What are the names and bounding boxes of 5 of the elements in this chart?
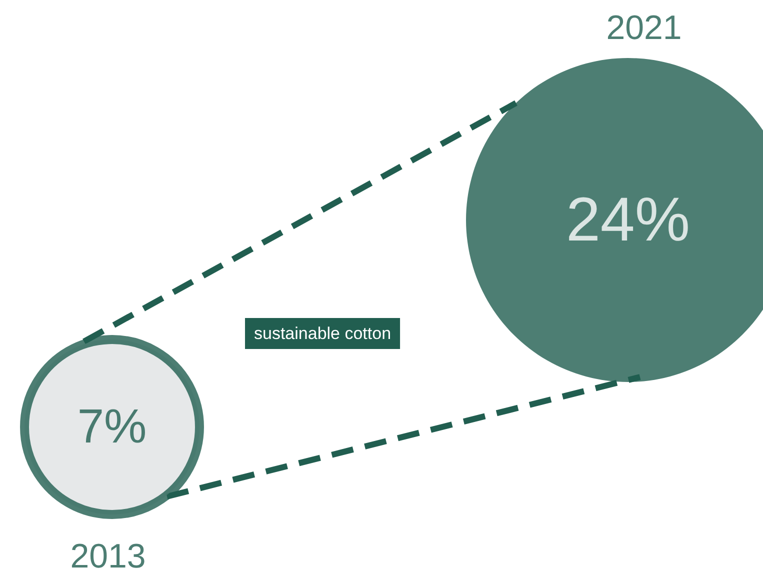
category-label: 2013 (70, 537, 146, 576)
category-label: 2021 (606, 9, 682, 47)
text: sustainable cotton (254, 324, 392, 343)
data-label: 7% (77, 400, 147, 454)
data-label: 24% (566, 186, 690, 254)
